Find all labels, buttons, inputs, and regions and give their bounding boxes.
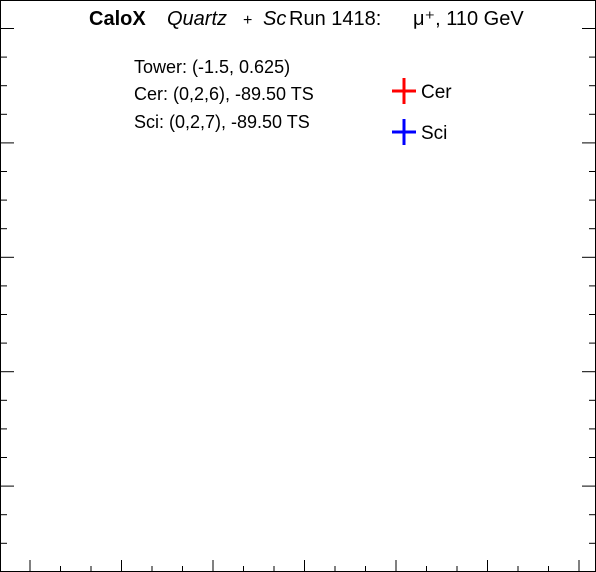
info-tower: Tower: (-1.5, 0.625)	[134, 57, 290, 77]
info-sci: Sci: (0,2,7), -89.50 TS	[134, 112, 310, 132]
legend: Cer Sci	[392, 78, 452, 145]
header-detector-a: Quartz	[167, 8, 227, 30]
plot-header: CaloX Quartz + Sc Run 1418: μ⁺, 110 GeV	[89, 8, 524, 30]
legend-label-cer: Cer	[421, 82, 452, 103]
header-particle: μ⁺, 110 GeV	[413, 8, 524, 30]
header-run: Run 1418:	[289, 8, 381, 30]
header-detector-b: Sc	[263, 8, 286, 30]
info-cer: Cer: (0,2,6), -89.50 TS	[134, 84, 314, 104]
legend-marker-cer	[392, 78, 416, 104]
axis-ticks	[0, 28, 596, 572]
header-plus: +	[243, 12, 252, 29]
legend-label-sci: Sci	[421, 123, 447, 144]
header-experiment: CaloX	[89, 8, 146, 30]
legend-marker-sci	[392, 119, 416, 145]
